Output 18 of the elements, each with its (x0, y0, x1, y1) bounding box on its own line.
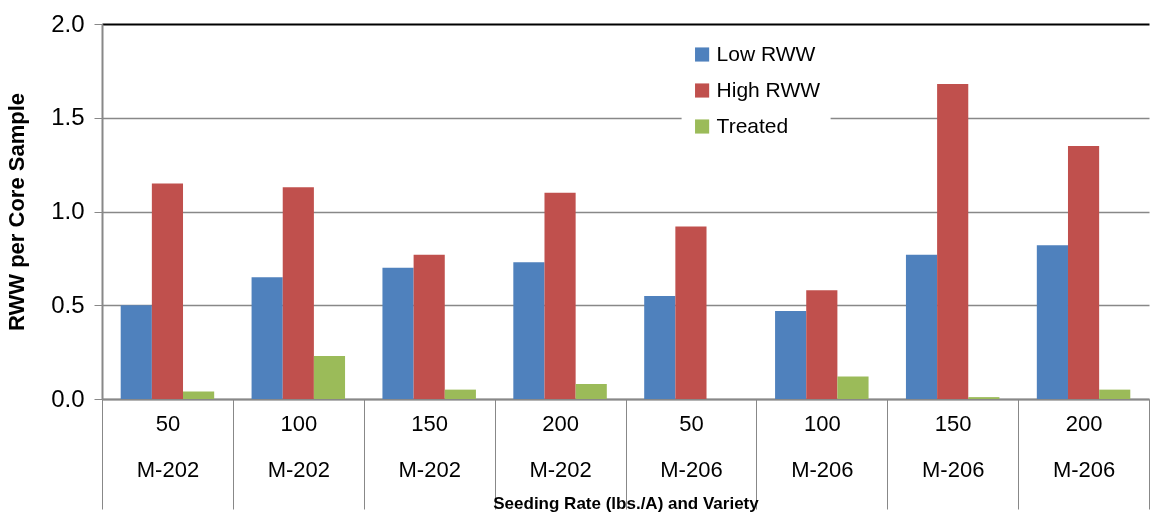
y-tick-label: 0.0 (51, 384, 85, 412)
y-tick-label: 1.0 (51, 197, 85, 224)
x-axis-title: Seeding Rate (lbs./A) and Variety (493, 494, 760, 513)
legend-label: Treated (716, 113, 789, 137)
x-tick-label: 50 M-202 (136, 410, 200, 482)
x-tick-label: 200 M-202 (529, 410, 592, 482)
y-tick-label: 0.5 (51, 290, 85, 318)
y-tick-label: 1.5 (51, 103, 85, 131)
x-tick-label: 100 M-206 (791, 410, 854, 482)
legend-label: High RWW (716, 77, 821, 101)
x-tick-label: 150 M-202 (398, 410, 461, 482)
x-tick-label: 200 M-206 (1052, 410, 1116, 482)
legend-label: Low RWW (716, 41, 816, 65)
x-tick-label: 50 M-206 (660, 410, 723, 482)
y-tick-label: 2.0 (51, 9, 85, 37)
x-tick-label: 150 M-206 (922, 410, 985, 482)
y-axis-title: RWW per Core Sample (4, 93, 30, 331)
x-tick-label: 100 M-202 (267, 410, 330, 482)
